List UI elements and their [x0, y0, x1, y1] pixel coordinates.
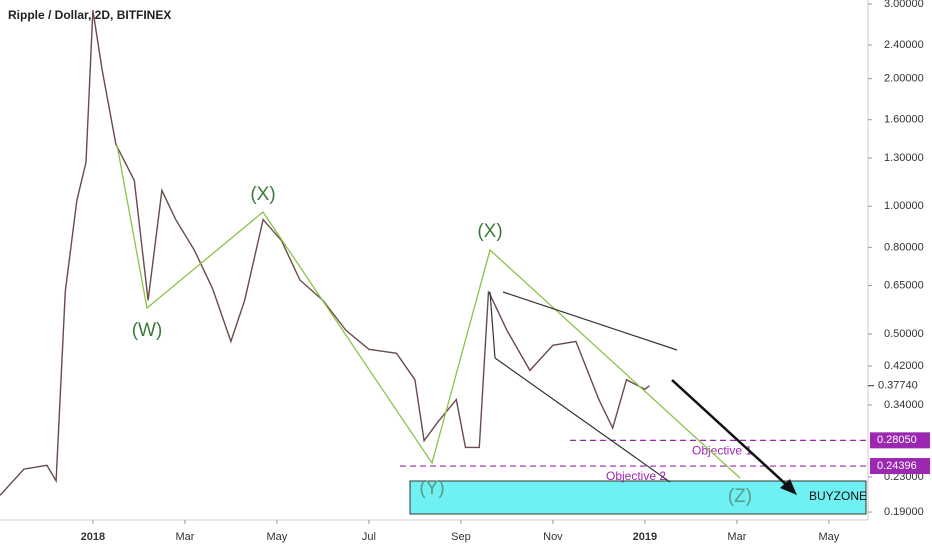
channel-top: [502, 291, 678, 351]
plot: Objective 1 Objective 2: [0, 10, 868, 496]
axes: 3.00000 2.40000 2.00000 1.60000 1.30000 1.000…: [81, 0, 930, 543]
wave-label: (Z): [728, 486, 752, 507]
x-tick-label: Mar: [175, 531, 194, 543]
wave-label: (Y): [419, 478, 444, 499]
y-tick-label: 0.80000: [884, 241, 924, 253]
x-tick-label: Nov: [543, 531, 563, 543]
channel-bottom: [494, 357, 671, 483]
y-tick-label: 0.50000: [884, 328, 924, 340]
buyzone-box: [409, 480, 867, 515]
x-tick-label: May: [267, 531, 288, 543]
last-price-label: 0.37740: [878, 380, 918, 392]
price-line: [0, 10, 650, 496]
buyzone-label: BUYZONE: [809, 489, 867, 503]
x-tick-label: Jul: [362, 531, 376, 543]
y-tick-label: 2.40000: [884, 39, 924, 51]
y-tick-label: 0.34000: [884, 399, 924, 411]
objective-label: Objective 2: [606, 469, 666, 483]
price-tag-label: 0.28050: [877, 434, 917, 446]
objective-label: Objective 1: [692, 444, 752, 458]
x-tick-label: May: [819, 531, 840, 543]
y-tick-label: 0.65000: [884, 279, 924, 291]
x-tick-label: Sep: [451, 531, 471, 543]
wave-label: (X): [250, 184, 275, 205]
y-tick-label: 0.42000: [884, 360, 924, 372]
wave-lines: [116, 144, 741, 479]
price-tag: [870, 458, 930, 475]
x-tick-label: 2018: [81, 531, 105, 543]
y-tick-label: 1.60000: [884, 114, 924, 126]
y-tick-label: 2.00000: [884, 73, 924, 85]
arrow-head: [780, 479, 797, 495]
channel-side: [489, 291, 496, 359]
chart-title: Ripple / Dollar, 2D, BITFINEX: [8, 8, 171, 22]
wave-label: (X): [477, 221, 502, 242]
y-tick-label: 3.00000: [884, 0, 924, 10]
y-tick-label: 0.19000: [884, 506, 924, 518]
x-tick-label: 2019: [633, 531, 657, 543]
x-tick-label: Mar: [727, 531, 746, 543]
price-tag: [870, 432, 930, 449]
wave-label: (W): [132, 320, 163, 341]
arrow-line: [671, 379, 791, 489]
y-tick-label: 1.00000: [884, 200, 924, 212]
y-tick-label: 1.30000: [884, 152, 924, 164]
price-tag-label: 0.24396: [877, 460, 917, 472]
